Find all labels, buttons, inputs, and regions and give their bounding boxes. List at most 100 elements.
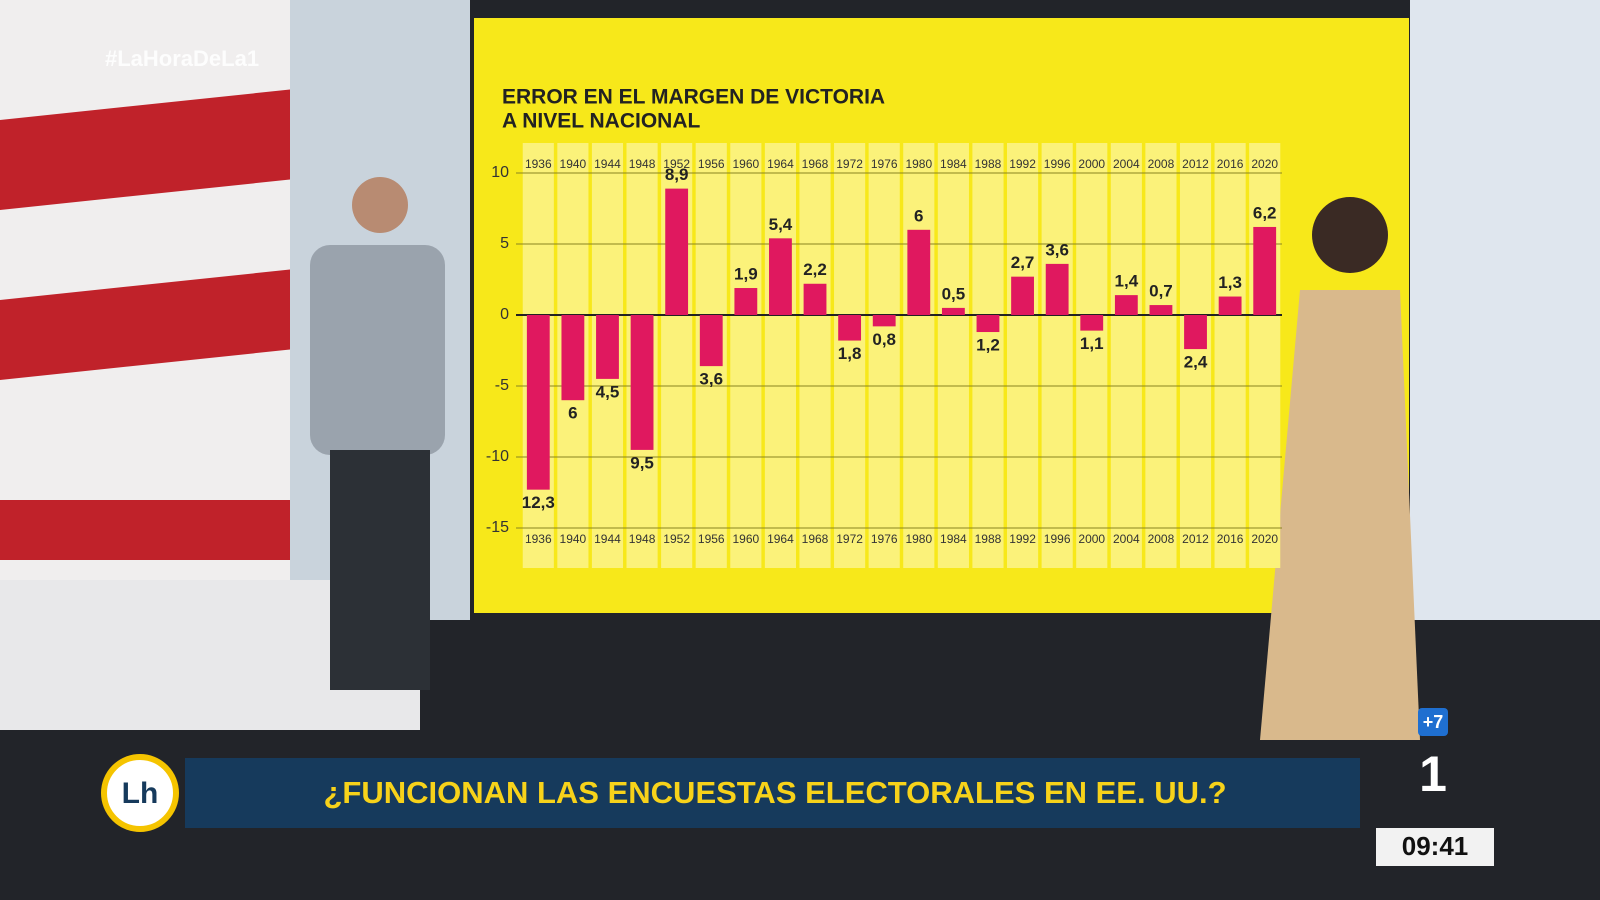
value-label: 3,6 (699, 370, 723, 389)
column-stripe (972, 143, 1004, 568)
x-tick-label: 1988 (975, 532, 1002, 546)
y-tick-label: -5 (495, 377, 509, 394)
x-tick-label: 1984 (940, 157, 967, 171)
clock-bg (1376, 828, 1494, 866)
x-tick-label: 2012 (1182, 532, 1209, 546)
x-tick-label: 2000 (1078, 532, 1105, 546)
x-tick-label: 1948 (629, 532, 656, 546)
x-tick-label: 1956 (698, 157, 725, 171)
value-label: 8,9 (665, 165, 689, 184)
column-stripe (1076, 143, 1108, 568)
show-logo-text: Lh (122, 777, 159, 810)
hashtag: #LaHoraDeLa1 (105, 46, 259, 71)
x-tick-label: 1960 (732, 532, 759, 546)
bar (1184, 315, 1207, 350)
bar (941, 307, 965, 315)
value-label: 1,2 (976, 336, 1000, 355)
x-tick-label: 2016 (1217, 157, 1244, 171)
x-tick-label: 1948 (629, 157, 656, 171)
bar (838, 315, 862, 341)
value-label: 0,8 (872, 330, 896, 349)
x-tick-label: 2004 (1113, 532, 1140, 546)
column-stripe (1145, 143, 1177, 568)
clock: 09:41 (1402, 831, 1469, 861)
chart-title: A NIVEL NACIONAL (502, 110, 701, 133)
x-tick-label: 1972 (836, 157, 863, 171)
column-stripe (764, 143, 796, 568)
value-label: 1,4 (1115, 272, 1139, 291)
bar (872, 315, 896, 327)
x-tick-label: 1976 (871, 157, 898, 171)
x-tick-label: 1980 (905, 157, 932, 171)
y-tick-label: 0 (500, 306, 509, 323)
column-stripe (1007, 143, 1039, 568)
value-label: 5,4 (769, 215, 793, 234)
column-stripe (834, 143, 866, 568)
bar (596, 315, 619, 379)
x-tick-label: 1940 (560, 157, 587, 171)
x-tick-label: 1984 (940, 532, 967, 546)
bar (699, 315, 723, 367)
presenter-right (1260, 197, 1420, 740)
column-stripe (903, 143, 935, 568)
flag-stripe (0, 500, 290, 560)
value-label: 9,5 (630, 453, 654, 472)
x-tick-label: 1996 (1044, 157, 1071, 171)
x-tick-label: 2000 (1078, 157, 1105, 171)
bar (1114, 295, 1138, 315)
column-stripe (730, 143, 762, 568)
x-tick-label: 2004 (1113, 157, 1140, 171)
channel-logo: 1 (1419, 746, 1447, 802)
column-stripe (799, 143, 831, 568)
x-tick-label: 1992 (1009, 157, 1036, 171)
x-tick-label: 1972 (836, 532, 863, 546)
x-tick-label: 1976 (871, 532, 898, 546)
x-tick-label: 1936 (525, 532, 552, 546)
y-tick-label: 10 (491, 164, 509, 181)
value-label: 12,3 (522, 493, 555, 512)
value-label: 6 (568, 404, 577, 423)
x-tick-label: 1944 (594, 532, 621, 546)
column-stripe (1041, 143, 1073, 568)
bar (1045, 263, 1069, 315)
chart-title: ERROR EN EL MARGEN DE VICTORIA (502, 86, 885, 109)
value-label: 6,2 (1253, 203, 1277, 222)
x-tick-label: 2008 (1148, 532, 1175, 546)
value-label: 0,5 (942, 284, 966, 303)
column-stripe (1214, 143, 1246, 568)
x-tick-label: 1940 (560, 532, 587, 546)
y-tick-label: 5 (500, 235, 509, 252)
channel-badge-bg (1418, 708, 1448, 736)
value-label: 1,9 (734, 265, 758, 284)
value-label: 1,8 (838, 344, 862, 363)
headline-bar (185, 758, 1360, 828)
column-stripe (868, 143, 900, 568)
bar (976, 315, 1000, 333)
studio-panel (1410, 0, 1600, 620)
x-tick-label: 1980 (905, 532, 932, 546)
column-stripe (937, 143, 969, 568)
bar (630, 315, 654, 450)
bar (1218, 296, 1242, 315)
chart: ERROR EN EL MARGEN DE VICTORIA A NIVEL N… (486, 86, 1282, 568)
bar (803, 283, 827, 315)
bar (561, 315, 585, 401)
value-label: 6 (914, 206, 923, 225)
bar (1149, 305, 1173, 315)
value-label: 2,2 (803, 260, 827, 279)
bar (734, 288, 758, 315)
x-tick-label: 1936 (525, 157, 552, 171)
value-label: 2,4 (1184, 353, 1208, 372)
x-tick-label: 1964 (767, 157, 794, 171)
x-tick-label: 2008 (1148, 157, 1175, 171)
x-tick-label: 1996 (1044, 532, 1071, 546)
bar (1011, 276, 1034, 315)
x-tick-label: 2016 (1217, 532, 1244, 546)
value-label: 0,7 (1149, 282, 1173, 301)
show-logo (101, 754, 179, 832)
column-stripe (1179, 143, 1212, 568)
bar (769, 238, 792, 315)
value-label: 2,7 (1011, 253, 1035, 272)
channel-badge: +7 (1423, 712, 1444, 732)
